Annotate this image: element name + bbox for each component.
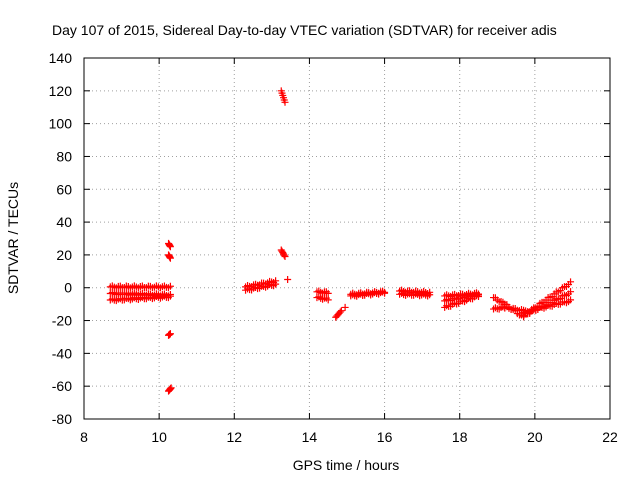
x-tick-label: 10 [151, 429, 167, 445]
data-point-marker [336, 308, 344, 316]
data-point-marker [272, 280, 280, 288]
y-tick-label: 0 [64, 280, 72, 296]
x-tick-label: 16 [377, 429, 393, 445]
data-point-marker [284, 276, 292, 284]
data-point-marker [475, 290, 482, 298]
data-point-marker [324, 296, 332, 304]
plot-frame [83, 57, 611, 420]
axis-ticks [83, 57, 611, 420]
data-point-marker [281, 253, 289, 261]
x-tick-label: 22 [602, 429, 618, 445]
x-tick-label: 8 [80, 429, 88, 445]
data-point-marker [381, 288, 389, 296]
y-tick-label: 60 [56, 181, 72, 197]
data-point-marker [426, 291, 434, 299]
y-tick-label: -20 [52, 313, 72, 329]
y-tick-label: -60 [52, 378, 72, 394]
y-tick-label: 140 [49, 50, 73, 66]
y-tick-label: 40 [56, 214, 72, 230]
data-point-marker [167, 384, 175, 392]
y-tick-label: -40 [52, 345, 72, 361]
x-tick-label: 18 [452, 429, 468, 445]
x-tick-label: 20 [527, 429, 543, 445]
x-tick-label: 14 [302, 429, 318, 445]
data-point-marker [166, 254, 174, 262]
data-point-marker [280, 251, 288, 259]
y-tick-label: -80 [52, 411, 72, 427]
x-axis-label: GPS time / hours [293, 457, 400, 473]
grid-lines [84, 58, 610, 419]
data-point-marker [166, 243, 174, 251]
data-point-marker [567, 296, 575, 304]
data-point-marker [324, 289, 332, 297]
data-point-marker [166, 282, 174, 290]
data-point-marker [567, 288, 575, 296]
tick-labels: 8 10 12 14 16 18 20 22 -80 -60 -40 -20 0 20 40 60 80 100 1… [49, 50, 618, 445]
y-axis-label: SDTVAR / TECUs [5, 182, 21, 294]
chart-title: Day 107 of 2015, Sidereal Day-to-day VTE… [52, 22, 557, 38]
data-point-marker [341, 303, 349, 311]
y-tick-label: 120 [49, 83, 73, 99]
x-tick-label: 12 [226, 429, 242, 445]
data-point-marker [281, 98, 289, 106]
data-markers [106, 87, 575, 395]
data-point-marker [337, 307, 345, 315]
data-point-marker [567, 278, 575, 286]
data-point-marker [166, 292, 174, 300]
y-tick-label: 100 [49, 116, 73, 132]
data-point-marker [166, 330, 174, 338]
y-tick-label: 20 [56, 247, 72, 263]
y-tick-label: 80 [56, 148, 72, 164]
